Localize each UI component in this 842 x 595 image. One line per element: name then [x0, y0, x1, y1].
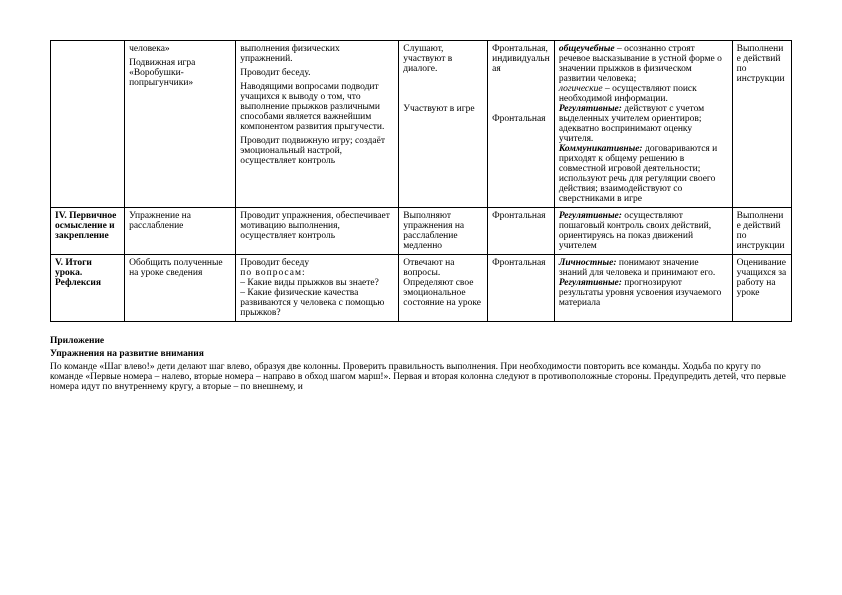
text: Проводит подвижную игру; создаёт эмоцион…: [240, 136, 394, 166]
text: выполнения физических упражнений.: [240, 44, 340, 64]
text: Фронтальная: [492, 114, 545, 124]
table-row: V. Итоги урока. Рефлексия Обобщить получ…: [51, 255, 792, 322]
cell-teacher: Проводит беседу по вопросам: – Какие вид…: [236, 255, 399, 322]
text: человека»: [129, 44, 170, 54]
appendix-heading: Упражнения на развитие внимания: [50, 349, 204, 359]
appendix-block: Приложение Упражнения на развитие вниман…: [50, 336, 792, 392]
cell-stage: [51, 41, 125, 208]
cell-student: Отвечают на вопросы. Определяют свое эмо…: [399, 255, 488, 322]
cell-stage: IV. Первичное осмысление и закрепление: [51, 208, 125, 255]
text: Наводящими вопросами подводит учащихся к…: [240, 82, 394, 132]
text-italic: общеучебные: [559, 44, 615, 54]
text-bold: Регулятивные:: [559, 278, 622, 288]
text-spaced: по вопросам:: [240, 268, 305, 278]
cell-control: Выполнение действий по инструкции: [732, 41, 791, 208]
text: Фронтальная, индивидуальная: [492, 44, 550, 74]
text: – Какие виды прыжков вы знаете?: [240, 278, 379, 288]
cell-form: Фронтальная, индивидуальная Фронтальная: [488, 41, 555, 208]
document-page: человека» Подвижная игра «Воробушки-попр…: [0, 0, 842, 425]
text-italic: логические: [559, 84, 603, 94]
cell-form: Фронтальная: [488, 208, 555, 255]
cell-student: Слушают, участвуют в диалоге. Участвуют …: [399, 41, 488, 208]
cell-content: Упражнение на расслабление: [125, 208, 236, 255]
cell-control: Выполнение действий по инструкции: [732, 208, 791, 255]
cell-content: человека» Подвижная игра «Воробушки-попр…: [125, 41, 236, 208]
cell-stage: V. Итоги урока. Рефлексия: [51, 255, 125, 322]
text-bold: Регулятивные:: [559, 211, 622, 221]
cell-uud: общеучебные – осознанно строят речевое в…: [554, 41, 732, 208]
appendix-title: Приложение: [50, 336, 792, 346]
text-bold: Коммуникативные:: [559, 144, 643, 154]
cell-uud: Регулятивные: осуществляют пошаговый кон…: [554, 208, 732, 255]
cell-teacher: выполнения физических упражнений. Провод…: [236, 41, 399, 208]
cell-form: Фронтальная: [488, 255, 555, 322]
text-bold: Личностные:: [559, 258, 617, 268]
text: Участвуют в игре: [403, 104, 474, 114]
cell-control: Оценивание учащихся за работу на уроке: [732, 255, 791, 322]
text: – Какие физические качества развиваются …: [240, 288, 384, 318]
cell-student: Выполняют упражнения на расслабление мед…: [399, 208, 488, 255]
lesson-table: человека» Подвижная игра «Воробушки-попр…: [50, 40, 792, 322]
cell-content: Обобщить полученные на уроке сведения: [125, 255, 236, 322]
table-row: человека» Подвижная игра «Воробушки-попр…: [51, 41, 792, 208]
text: Проводит беседу: [240, 258, 309, 268]
cell-uud: Личностные: понимают значение знаний для…: [554, 255, 732, 322]
text: Проводит беседу.: [240, 68, 394, 78]
text: Слушают, участвуют в диалоге.: [403, 44, 452, 74]
text: Подвижная игра «Воробушки-попрыгунчики»: [129, 58, 231, 88]
text-bold: Регулятивные:: [559, 104, 622, 114]
appendix-text: По команде «Шаг влево!» дети делают шаг …: [50, 362, 792, 392]
table-row: IV. Первичное осмысление и закрепление У…: [51, 208, 792, 255]
cell-teacher: Проводит упражнения, обеспечивает мотива…: [236, 208, 399, 255]
